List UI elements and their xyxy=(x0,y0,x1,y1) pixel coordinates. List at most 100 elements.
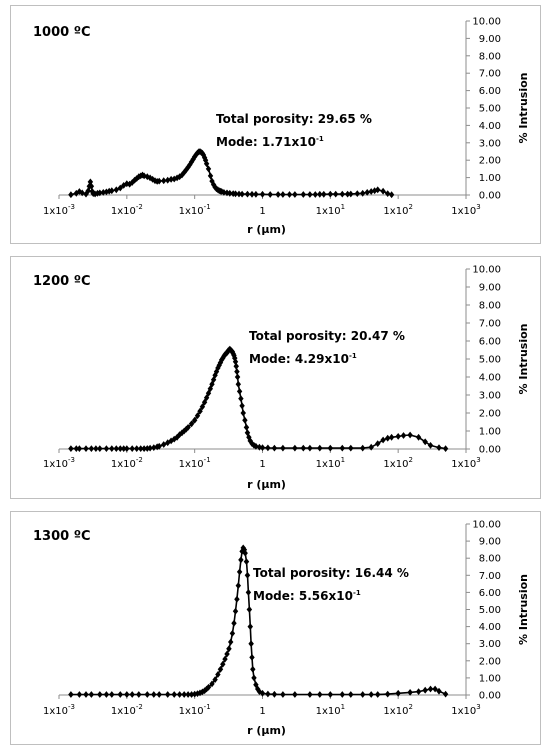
data-point xyxy=(187,161,193,168)
data-point xyxy=(415,688,422,695)
data-point xyxy=(317,444,323,452)
y-tick-label: 1.00 xyxy=(479,427,501,438)
y-tick-label: 7.00 xyxy=(479,571,501,582)
data-point xyxy=(109,691,115,698)
data-point xyxy=(209,177,215,185)
mode-label-1000: Mode: 1.71x10-1 xyxy=(216,135,324,149)
y-tick-label: 0.00 xyxy=(479,445,501,456)
data-point xyxy=(246,606,253,613)
data-point xyxy=(79,189,85,197)
x-tick-label: 1x103 xyxy=(451,703,480,717)
data-point xyxy=(255,685,261,693)
data-point xyxy=(109,445,115,452)
data-point xyxy=(212,676,218,683)
data-point xyxy=(259,444,266,451)
data-point xyxy=(271,690,278,698)
data-point xyxy=(144,691,150,698)
data-point xyxy=(217,665,224,673)
data-point xyxy=(188,420,195,428)
data-point xyxy=(209,680,215,688)
data-point xyxy=(147,444,153,452)
data-point xyxy=(76,691,83,698)
x-tick-label: 1x102 xyxy=(383,456,412,470)
data-point xyxy=(380,187,386,195)
data-point xyxy=(344,190,351,198)
data-point xyxy=(141,445,147,452)
data-point xyxy=(103,445,110,452)
data-point xyxy=(168,437,174,445)
data-point xyxy=(124,180,130,188)
data-point xyxy=(333,190,339,198)
data-point xyxy=(156,177,162,185)
data-point xyxy=(375,440,381,447)
data-point xyxy=(124,445,130,452)
data-point xyxy=(395,689,401,697)
y-tick-label: 9.00 xyxy=(479,283,501,294)
y-tick-label: 4.00 xyxy=(479,373,501,384)
x-tick-label: 1x10-1 xyxy=(179,456,211,470)
data-point xyxy=(232,607,239,615)
data-point xyxy=(436,444,442,451)
x-tick-label: 1x101 xyxy=(316,203,345,217)
data-point xyxy=(250,665,256,673)
data-point xyxy=(226,645,232,653)
data-point xyxy=(141,172,147,180)
x-tick-label: 1x10-2 xyxy=(111,456,143,470)
y-tick-label: 3.00 xyxy=(479,391,501,402)
data-point xyxy=(368,691,374,698)
data-point xyxy=(235,380,241,388)
data-point xyxy=(134,445,140,452)
data-point xyxy=(371,187,378,195)
x-tick-label: 1x10-3 xyxy=(43,703,75,717)
data-point xyxy=(360,691,366,698)
data-point xyxy=(271,444,278,452)
chart-1000-svg: 1000 ºC 1x10-3 1x10-2 1x10-1 1 1x101 1x102 1x10… xyxy=(33,17,530,237)
data-point xyxy=(265,444,271,452)
data-point xyxy=(224,189,230,197)
y-tick-label: 3.00 xyxy=(479,138,501,149)
data-point xyxy=(117,445,123,452)
data-point xyxy=(436,687,442,695)
data-point xyxy=(249,654,255,661)
data-point xyxy=(307,691,313,698)
data-point xyxy=(68,445,74,452)
mode-label-1300: Mode: 5.56x10-1 xyxy=(253,589,361,603)
data-point xyxy=(194,412,201,420)
x-tick-label: 1 xyxy=(259,459,265,470)
x-tick-label: 1 xyxy=(259,206,265,217)
data-point xyxy=(235,582,241,589)
data-point xyxy=(236,568,243,576)
y-tick-label: 10.00 xyxy=(472,265,501,276)
data-point xyxy=(161,177,167,185)
data-point xyxy=(231,619,237,627)
y-axis-label-1200: % Intrusion xyxy=(517,324,530,395)
data-point xyxy=(339,444,345,452)
data-point xyxy=(442,690,449,698)
data-point xyxy=(442,445,449,452)
x-tick-label: 1x102 xyxy=(383,203,412,217)
data-point xyxy=(292,691,298,698)
data-point xyxy=(234,595,240,603)
data-point xyxy=(176,691,183,698)
data-point xyxy=(327,190,334,198)
data-point xyxy=(375,691,381,698)
data-point xyxy=(300,444,307,452)
data-point xyxy=(83,445,89,452)
data-point xyxy=(286,191,293,198)
data-point xyxy=(244,190,251,198)
data-point xyxy=(388,191,395,199)
data-point xyxy=(300,191,307,198)
data-point xyxy=(312,191,318,198)
y-tick-label: 6.00 xyxy=(479,588,501,599)
data-point xyxy=(380,436,386,444)
data-point xyxy=(203,685,210,693)
data-point xyxy=(360,189,366,197)
data-point xyxy=(93,445,99,452)
data-point xyxy=(384,190,391,197)
data-point xyxy=(97,691,103,698)
data-point xyxy=(151,691,157,698)
data-point xyxy=(249,440,255,447)
x-tick-label: 1x101 xyxy=(316,703,345,717)
data-point xyxy=(368,188,374,195)
